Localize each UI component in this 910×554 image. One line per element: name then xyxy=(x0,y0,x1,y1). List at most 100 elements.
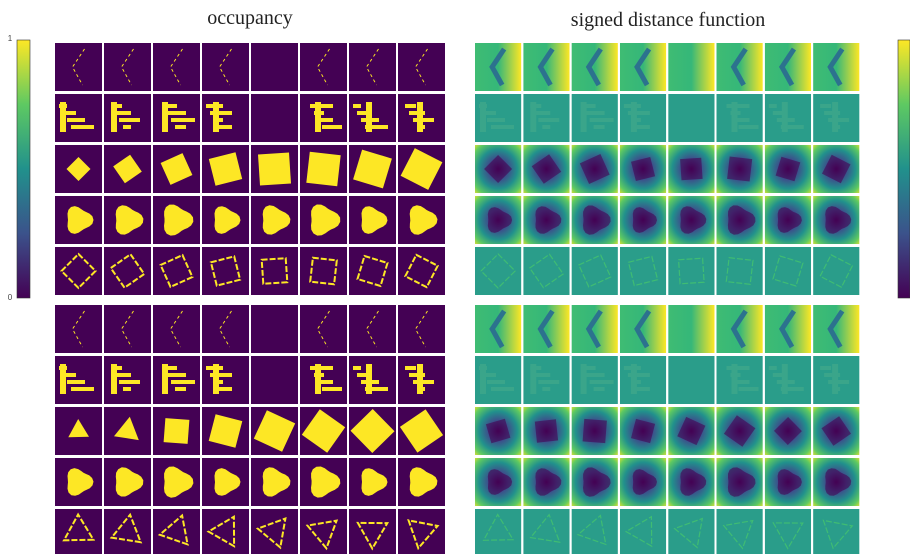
cell xyxy=(523,407,569,455)
colorbar xyxy=(17,40,30,298)
cell xyxy=(620,407,666,455)
block xyxy=(119,118,140,122)
cell xyxy=(55,43,102,91)
cell xyxy=(398,407,445,455)
cell-bg xyxy=(717,509,763,554)
cell xyxy=(717,43,763,91)
block xyxy=(71,125,94,129)
cell xyxy=(104,247,151,295)
block xyxy=(162,102,168,132)
cell xyxy=(251,145,298,193)
cell xyxy=(251,458,298,506)
block xyxy=(782,364,788,394)
cell xyxy=(668,43,714,91)
cell xyxy=(398,43,445,91)
blob xyxy=(258,153,291,186)
panel-title: signed distance function xyxy=(571,9,765,31)
cell-bg xyxy=(153,305,200,353)
block xyxy=(175,387,186,391)
cell xyxy=(202,145,249,193)
cell xyxy=(251,509,298,554)
block xyxy=(581,364,587,394)
block xyxy=(530,102,536,132)
cell xyxy=(475,43,521,91)
blob xyxy=(164,418,190,444)
cell-bg xyxy=(813,43,859,91)
block xyxy=(115,111,131,115)
cell xyxy=(55,458,102,506)
colorbar-tick: 0 xyxy=(8,293,13,302)
block xyxy=(594,125,605,129)
cell xyxy=(765,94,811,142)
cell xyxy=(104,407,151,455)
block xyxy=(590,380,614,384)
cell xyxy=(300,509,347,554)
cell xyxy=(765,407,811,455)
cell-bg xyxy=(398,509,445,554)
cell xyxy=(398,356,445,404)
cell xyxy=(300,247,347,295)
cell xyxy=(398,145,445,193)
cell xyxy=(104,43,151,91)
cell xyxy=(620,356,666,404)
block xyxy=(538,118,559,122)
cell xyxy=(572,196,618,244)
cell xyxy=(251,356,298,404)
cell-bg xyxy=(668,43,714,91)
cell xyxy=(349,305,396,353)
cell xyxy=(349,458,396,506)
cell xyxy=(717,145,763,193)
cell xyxy=(620,247,666,295)
block xyxy=(542,125,550,129)
cell-bg xyxy=(620,94,666,142)
cell xyxy=(55,196,102,244)
cell xyxy=(572,407,618,455)
block xyxy=(213,102,219,132)
cell xyxy=(251,43,298,91)
block xyxy=(586,373,605,377)
cell-bg xyxy=(251,305,298,353)
cell xyxy=(523,356,569,404)
cell-bg xyxy=(572,247,618,295)
cell xyxy=(55,356,102,404)
cell-bg xyxy=(251,356,298,404)
cell xyxy=(813,509,859,554)
colorbar-tick: 1 xyxy=(8,34,13,43)
cell xyxy=(55,407,102,455)
cell xyxy=(813,407,859,455)
cell xyxy=(202,356,249,404)
cell-bg xyxy=(475,305,521,353)
cell xyxy=(523,247,569,295)
cell xyxy=(717,196,763,244)
cell xyxy=(349,43,396,91)
cell xyxy=(765,305,811,353)
block xyxy=(167,111,186,115)
cell xyxy=(153,43,200,91)
blob xyxy=(306,152,340,186)
block xyxy=(67,118,85,122)
cell xyxy=(300,458,347,506)
cell-bg xyxy=(572,305,618,353)
cell xyxy=(202,458,249,506)
cell xyxy=(475,196,521,244)
block xyxy=(111,102,117,132)
block xyxy=(111,364,117,394)
cell-bg xyxy=(813,305,859,353)
cell xyxy=(153,247,200,295)
block xyxy=(60,102,66,132)
cell-bg xyxy=(153,247,200,295)
cell xyxy=(572,356,618,404)
block xyxy=(213,364,219,394)
block xyxy=(636,387,650,391)
cell xyxy=(572,94,618,142)
cell-bg xyxy=(765,305,811,353)
block xyxy=(739,387,759,391)
cell xyxy=(398,196,445,244)
cell xyxy=(300,94,347,142)
cell xyxy=(349,94,396,142)
blob xyxy=(680,158,703,181)
block xyxy=(739,125,759,129)
cell-bg xyxy=(300,509,347,554)
cell xyxy=(251,305,298,353)
cell xyxy=(668,356,714,404)
